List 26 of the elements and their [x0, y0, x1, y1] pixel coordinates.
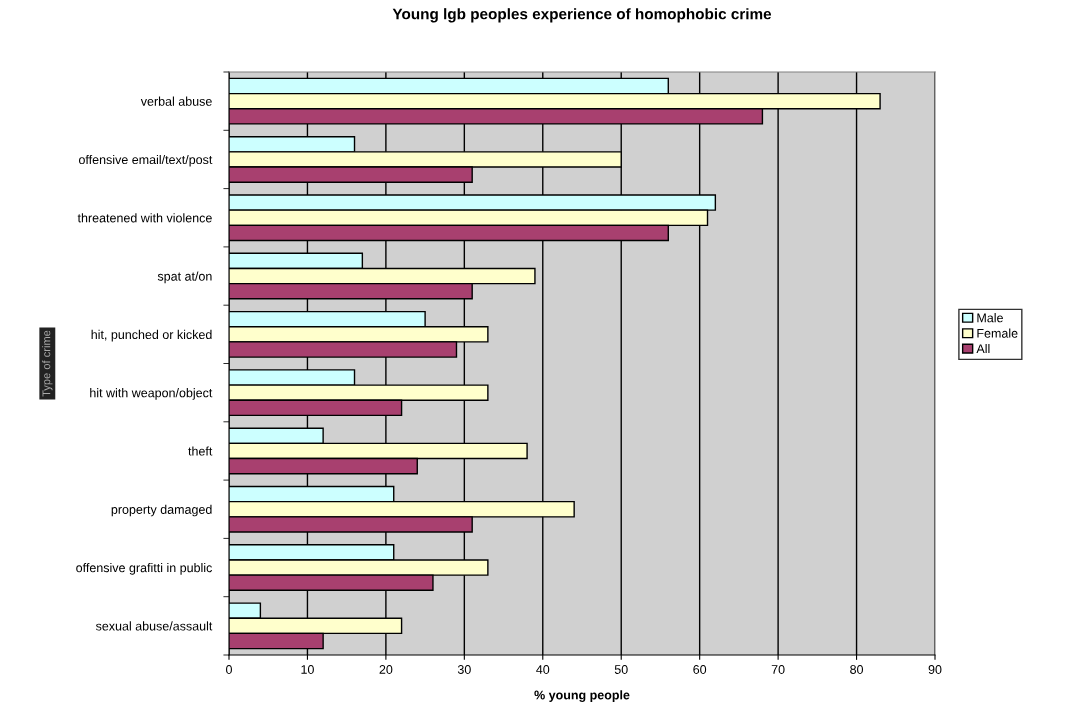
y-tick-label: verbal abuse: [140, 96, 212, 106]
legend-label: All: [976, 343, 990, 353]
x-tick-label: 70: [771, 665, 785, 674]
legend-label: Female: [977, 328, 1018, 338]
x-tick-label: 0: [226, 665, 232, 674]
y-tick-label: sexual abuse/assault: [95, 621, 213, 631]
x-tick-label: 80: [850, 665, 864, 674]
x-tick-label: 20: [379, 665, 393, 674]
x-tick-label: 40: [536, 665, 550, 674]
x-tick-label: 60: [693, 665, 707, 674]
y-tick-label: offensive email/text/post: [78, 154, 213, 167]
x-tick-label: 90: [928, 665, 942, 674]
x-tick-label: 30: [457, 665, 471, 674]
x-axis-title: % young people: [534, 690, 630, 702]
y-axis-title: Type of crime: [42, 330, 53, 397]
y-tick-label: hit, punched or kicked: [91, 329, 212, 342]
x-tick-label: 50: [614, 665, 628, 674]
y-tick-label: threatened with violence: [77, 213, 212, 223]
legend-label: Male: [977, 313, 1003, 323]
chart-title: Young lgb peoples experience of homophobic crime: [392, 8, 772, 23]
y-tick-label: spat at/on: [157, 271, 212, 284]
y-tick-label: hit with weapon/object: [90, 388, 213, 400]
x-tick-label: 10: [301, 665, 314, 674]
y-tick-label: property damaged: [111, 504, 212, 517]
y-tick-label: offensive grafitti in public: [76, 563, 213, 575]
y-tick-label: theft: [188, 446, 213, 456]
